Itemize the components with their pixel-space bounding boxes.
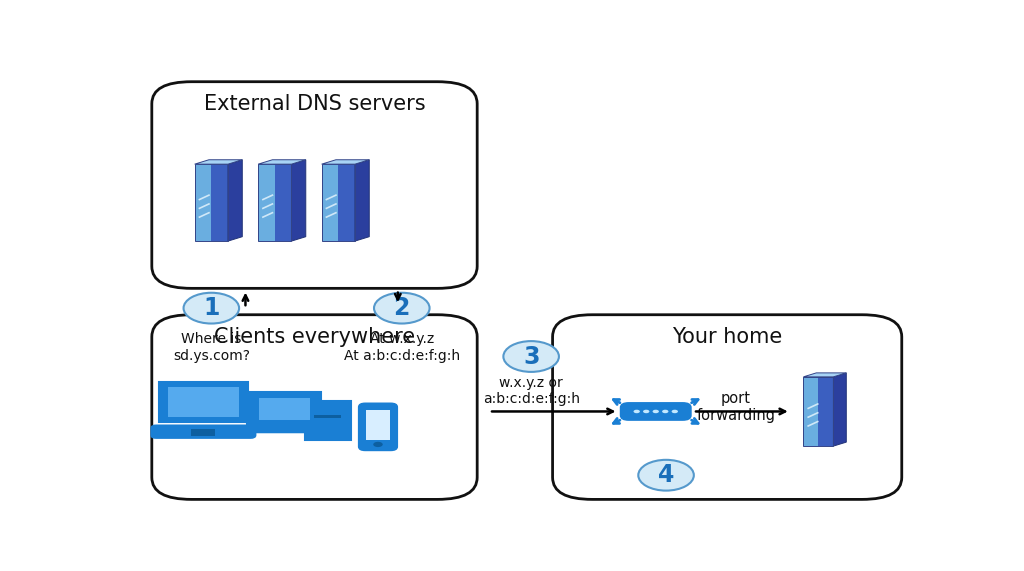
FancyBboxPatch shape [152, 82, 477, 288]
FancyBboxPatch shape [247, 425, 322, 433]
Text: 2: 2 [393, 296, 410, 320]
Polygon shape [355, 160, 370, 241]
FancyBboxPatch shape [152, 425, 255, 438]
FancyBboxPatch shape [168, 387, 239, 417]
Polygon shape [258, 160, 306, 164]
Polygon shape [804, 373, 846, 377]
Circle shape [643, 410, 649, 413]
FancyBboxPatch shape [258, 399, 310, 420]
Polygon shape [211, 164, 228, 241]
FancyBboxPatch shape [159, 381, 248, 423]
Circle shape [652, 410, 658, 413]
FancyBboxPatch shape [191, 429, 215, 436]
FancyBboxPatch shape [194, 419, 213, 422]
Circle shape [374, 293, 430, 324]
Text: Your home: Your home [672, 327, 782, 347]
Polygon shape [322, 164, 338, 241]
Polygon shape [818, 377, 834, 446]
Text: External DNS servers: External DNS servers [204, 94, 425, 114]
Circle shape [663, 410, 669, 413]
Text: At w.x.y.z
At a:b:c:d:e:f:g:h: At w.x.y.z At a:b:c:d:e:f:g:h [344, 332, 460, 363]
FancyBboxPatch shape [314, 415, 341, 419]
Circle shape [504, 341, 559, 372]
Circle shape [672, 410, 678, 413]
Polygon shape [322, 160, 370, 164]
FancyBboxPatch shape [305, 401, 351, 440]
Text: 4: 4 [657, 463, 674, 487]
FancyBboxPatch shape [359, 404, 397, 450]
Text: Where is
sd.ys.com?: Where is sd.ys.com? [173, 332, 250, 363]
Polygon shape [195, 160, 243, 164]
Text: 3: 3 [523, 344, 540, 368]
FancyBboxPatch shape [553, 315, 902, 500]
Polygon shape [258, 164, 274, 241]
Polygon shape [834, 373, 846, 446]
Polygon shape [274, 164, 292, 241]
Polygon shape [195, 164, 211, 241]
Text: w.x.y.z or
a:b:c:d:e:f:g:h: w.x.y.z or a:b:c:d:e:f:g:h [482, 376, 580, 407]
FancyBboxPatch shape [248, 392, 322, 427]
Text: port
forwarding: port forwarding [696, 391, 775, 423]
Polygon shape [804, 377, 818, 446]
Polygon shape [228, 160, 243, 241]
Circle shape [638, 460, 694, 490]
FancyBboxPatch shape [152, 315, 477, 500]
Polygon shape [292, 160, 306, 241]
FancyBboxPatch shape [367, 410, 390, 440]
FancyBboxPatch shape [621, 403, 690, 420]
Text: 1: 1 [203, 296, 219, 320]
Circle shape [373, 442, 383, 447]
Text: Clients everywhere: Clients everywhere [214, 327, 415, 347]
Polygon shape [338, 164, 355, 241]
Circle shape [634, 410, 640, 413]
Circle shape [183, 293, 240, 324]
